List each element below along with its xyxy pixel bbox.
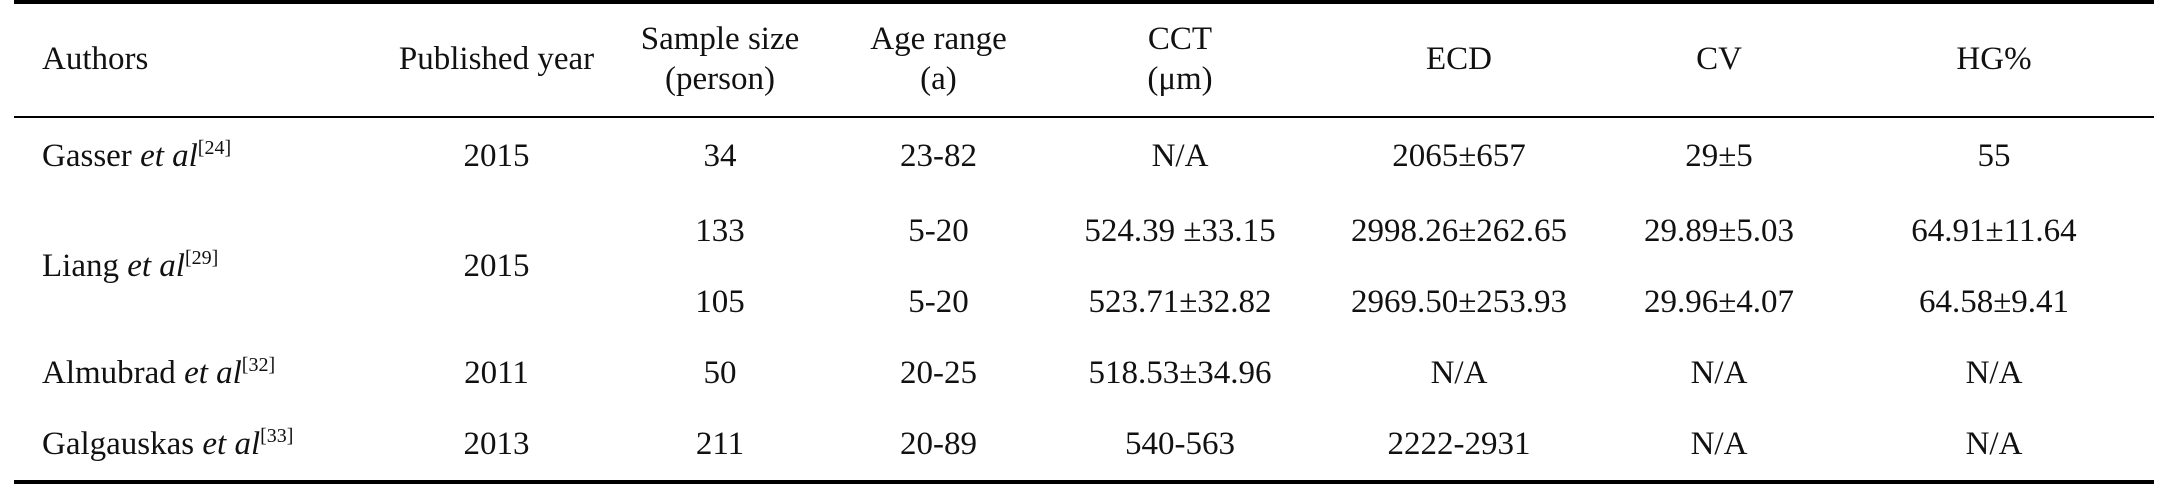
- header-cv: CV: [1696, 41, 1742, 78]
- cell-age-range: 20-89: [900, 425, 977, 462]
- reference-number: [29]: [184, 247, 219, 270]
- cell-sample-size: 133: [695, 212, 745, 249]
- table-body: Gasser et al[24] 2015 34 23-82 N/A 2065±…: [14, 117, 2154, 482]
- cell-cv: 29.96±4.07: [1643, 283, 1795, 320]
- header-age-range-line1: Age range: [870, 21, 1007, 58]
- cell-age-range: 5-20: [908, 283, 969, 320]
- cell-author: Almubrad et al[32]: [14, 338, 384, 409]
- cell-sample-size: 34: [703, 138, 737, 175]
- reference-number: [24]: [197, 137, 232, 160]
- header-sample-size-line2: (person): [665, 61, 775, 97]
- author-etal: et al: [184, 354, 242, 391]
- cell-year: 2011: [464, 354, 529, 391]
- cell-author: Liang et al[29]: [14, 196, 384, 338]
- cell-ecd: N/A: [1430, 354, 1488, 391]
- cell-year: 2013: [463, 425, 530, 462]
- cell-ecd: 2222-2931: [1387, 425, 1531, 462]
- table-row: Almubrad et al[32] 2011 50 20-25 518.53±…: [14, 338, 2154, 409]
- cell-cv: N/A: [1690, 354, 1748, 391]
- author-name: Gasser: [42, 138, 132, 175]
- cell-year: 2015: [463, 248, 530, 285]
- header-hg: HG%: [1956, 41, 2032, 78]
- author-etal: et al: [140, 138, 198, 175]
- reference-number: [32]: [241, 353, 276, 376]
- header-cct: CCT (μm): [1046, 2, 1314, 117]
- author-name: Galgauskas: [42, 425, 195, 462]
- cell-year: 2015: [463, 138, 530, 175]
- table-header: Authors Published year Sample size (pers…: [14, 2, 2154, 117]
- cell-cct: 523.71±32.82: [1088, 283, 1272, 320]
- cell-author: Galgauskas et al[33]: [14, 409, 384, 482]
- header-published-year: Published year: [398, 41, 595, 78]
- header-age-range: Age range (a): [831, 2, 1046, 117]
- cell-age-range: 23-82: [900, 138, 977, 175]
- header-sample-size-line1: Sample size: [640, 21, 800, 58]
- author-etal: et al: [127, 248, 185, 285]
- author-name: Liang: [42, 248, 119, 285]
- header-cct-line2: (μm): [1147, 61, 1213, 97]
- cell-cct: N/A: [1151, 138, 1209, 175]
- cell-cct: 540-563: [1125, 425, 1235, 462]
- cell-hg: N/A: [1965, 425, 2023, 462]
- cell-hg: 55: [1977, 138, 2011, 175]
- header-cct-line1: CCT: [1147, 21, 1213, 58]
- cell-ecd: 2065±657: [1392, 138, 1526, 175]
- author-etal: et al: [202, 425, 261, 462]
- cell-age-range: 5-20: [908, 212, 969, 249]
- table-row: Liang et al[29] 2015 133 5-20 524.39 ±33…: [14, 196, 2154, 285]
- table-row: 105 5-20 523.71±32.82 2969.50±253.93 29.…: [14, 267, 2154, 338]
- cell-cv: N/A: [1690, 425, 1748, 462]
- cell-sample-size: 50: [703, 354, 737, 391]
- author-name: Almubrad: [42, 354, 176, 391]
- cell-hg: N/A: [1965, 354, 2023, 391]
- cell-sample-size: 211: [695, 425, 745, 462]
- cell-hg: 64.91±11.64: [1911, 212, 2077, 249]
- cell-ecd: 2998.26±262.65: [1350, 212, 1568, 249]
- cell-cv: 29±5: [1685, 138, 1753, 175]
- cell-age-range: 20-25: [900, 354, 977, 391]
- header-sample-size: Sample size (person): [609, 2, 831, 117]
- table-row: Gasser et al[24] 2015 34 23-82 N/A 2065±…: [14, 117, 2154, 196]
- cell-sample-size: 105: [695, 283, 745, 320]
- header-age-range-line2: (a): [920, 61, 957, 97]
- cell-cct: 518.53±34.96: [1088, 354, 1272, 391]
- cell-ecd: 2969.50±253.93: [1350, 283, 1568, 320]
- cell-hg: 64.58±9.41: [1918, 283, 2070, 320]
- header-authors: Authors: [42, 41, 149, 78]
- cell-cv: 29.89±5.03: [1643, 212, 1795, 249]
- header-row: Authors Published year Sample size (pers…: [14, 2, 2154, 117]
- corneal-parameters-table: Authors Published year Sample size (pers…: [14, 0, 2154, 484]
- reference-number: [33]: [260, 424, 294, 447]
- table-row: Galgauskas et al[33] 2013 211 20-89 540-…: [14, 409, 2154, 482]
- header-ecd: ECD: [1426, 41, 1492, 78]
- cell-author: Gasser et al[24]: [14, 117, 384, 196]
- cell-cct: 524.39 ±33.15: [1084, 212, 1276, 249]
